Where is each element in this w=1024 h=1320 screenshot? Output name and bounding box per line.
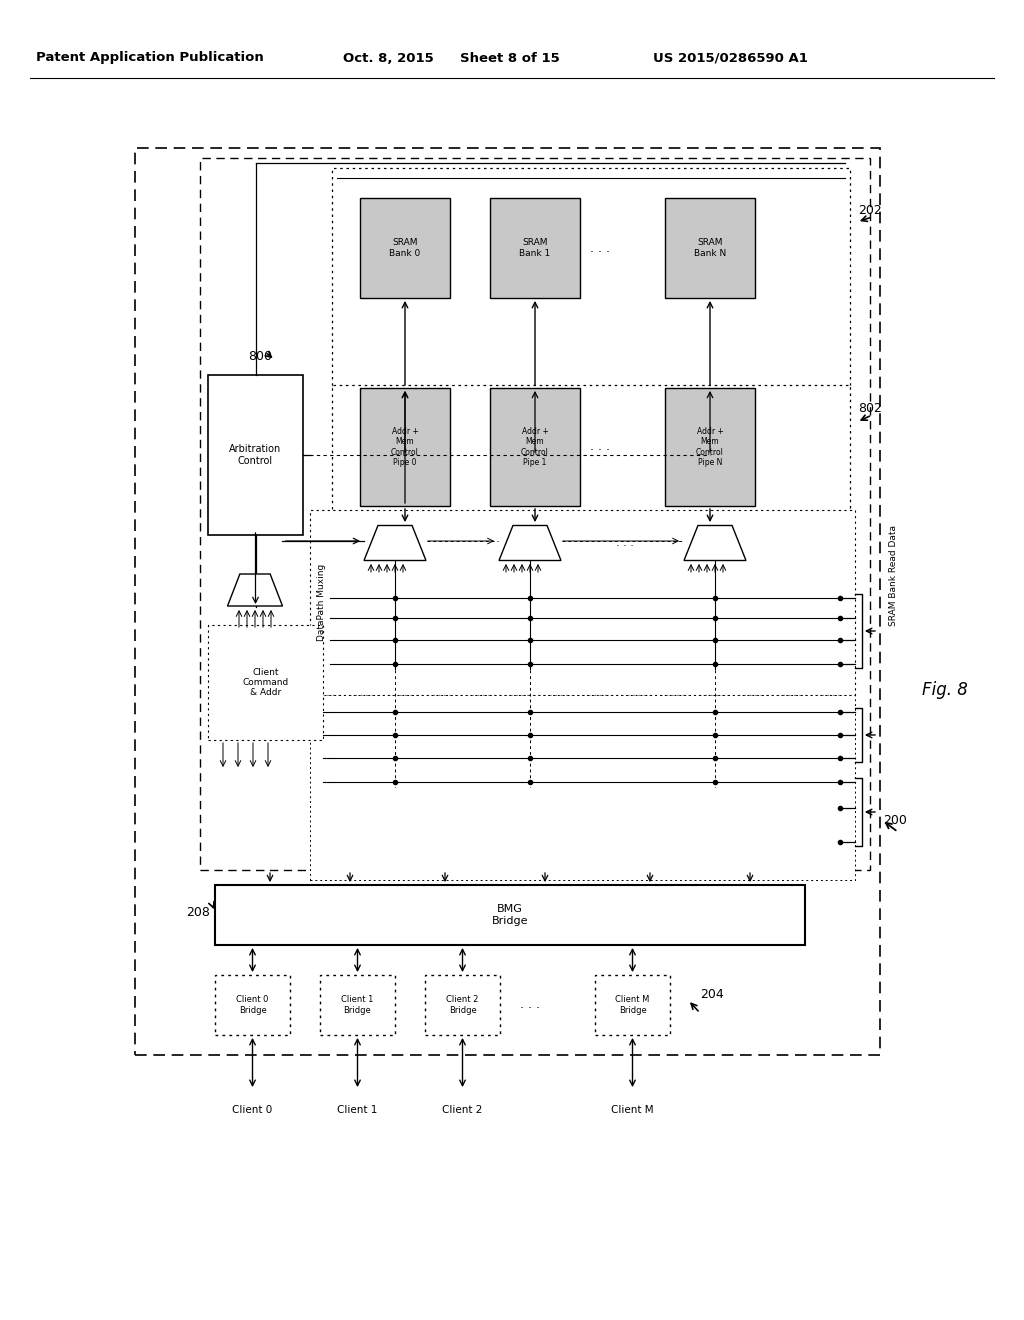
- Bar: [360, 388, 450, 506]
- Bar: [208, 624, 323, 741]
- Text: SRAM
Bank 0: SRAM Bank 0: [389, 239, 421, 257]
- Text: Patent Application Publication: Patent Application Publication: [36, 51, 264, 65]
- Text: . . .: . . .: [590, 242, 610, 255]
- Text: DataPath Muxing: DataPath Muxing: [316, 564, 326, 642]
- Text: SRAM Bank Read Data: SRAM Bank Read Data: [889, 524, 897, 626]
- Text: Client 2
Bridge: Client 2 Bridge: [446, 995, 478, 1015]
- Bar: [425, 975, 500, 1035]
- Text: . . .: . . .: [520, 998, 540, 1011]
- Text: Client 2: Client 2: [441, 1105, 482, 1115]
- Polygon shape: [364, 525, 426, 561]
- Bar: [490, 388, 580, 506]
- Polygon shape: [684, 525, 746, 561]
- Bar: [215, 975, 290, 1035]
- Bar: [135, 148, 880, 1055]
- Text: Client 1
Bridge: Client 1 Bridge: [341, 995, 374, 1015]
- Text: BMG
Bridge: BMG Bridge: [492, 904, 528, 925]
- Bar: [665, 198, 755, 298]
- Text: Fig. 8: Fig. 8: [922, 681, 968, 700]
- Text: Addr +
Mem
Control
Pipe 0: Addr + Mem Control Pipe 0: [391, 426, 419, 467]
- Bar: [332, 385, 850, 515]
- Text: . . .: . . .: [590, 441, 610, 454]
- Text: 202: 202: [858, 203, 882, 216]
- Text: Client 0
Bridge: Client 0 Bridge: [237, 995, 268, 1015]
- Text: SRAM
Bank 1: SRAM Bank 1: [519, 239, 551, 257]
- Text: Addr +
Mem
Control
Pipe 1: Addr + Mem Control Pipe 1: [521, 426, 549, 467]
- Text: Client M: Client M: [610, 1105, 653, 1115]
- Text: . . .: . . .: [616, 539, 634, 548]
- Text: 208: 208: [186, 906, 210, 919]
- Bar: [490, 198, 580, 298]
- Bar: [200, 158, 870, 870]
- Text: 802: 802: [858, 401, 882, 414]
- Bar: [595, 975, 670, 1035]
- Text: 200: 200: [883, 813, 907, 826]
- Text: Client
Command
& Addr: Client Command & Addr: [243, 668, 289, 697]
- Polygon shape: [227, 574, 283, 606]
- Text: 800: 800: [248, 351, 272, 363]
- Text: Addr +
Mem
Control
Pipe N: Addr + Mem Control Pipe N: [696, 426, 724, 467]
- Bar: [665, 388, 755, 506]
- Bar: [332, 168, 850, 385]
- Text: Client 1: Client 1: [337, 1105, 377, 1115]
- Bar: [310, 696, 855, 880]
- Text: Arbitration
Control: Arbitration Control: [229, 445, 282, 466]
- Text: Oct. 8, 2015: Oct. 8, 2015: [343, 51, 433, 65]
- Text: SRAM
Bank N: SRAM Bank N: [694, 239, 726, 257]
- Bar: [360, 198, 450, 298]
- Bar: [215, 884, 805, 945]
- Text: Client M
Bridge: Client M Bridge: [615, 995, 649, 1015]
- Polygon shape: [499, 525, 561, 561]
- Text: Client 0: Client 0: [231, 1105, 272, 1115]
- Bar: [208, 375, 303, 535]
- Text: US 2015/0286590 A1: US 2015/0286590 A1: [652, 51, 808, 65]
- Text: 204: 204: [700, 989, 724, 1002]
- Bar: [310, 510, 855, 696]
- Bar: [319, 975, 395, 1035]
- Text: Sheet 8 of 15: Sheet 8 of 15: [460, 51, 560, 65]
